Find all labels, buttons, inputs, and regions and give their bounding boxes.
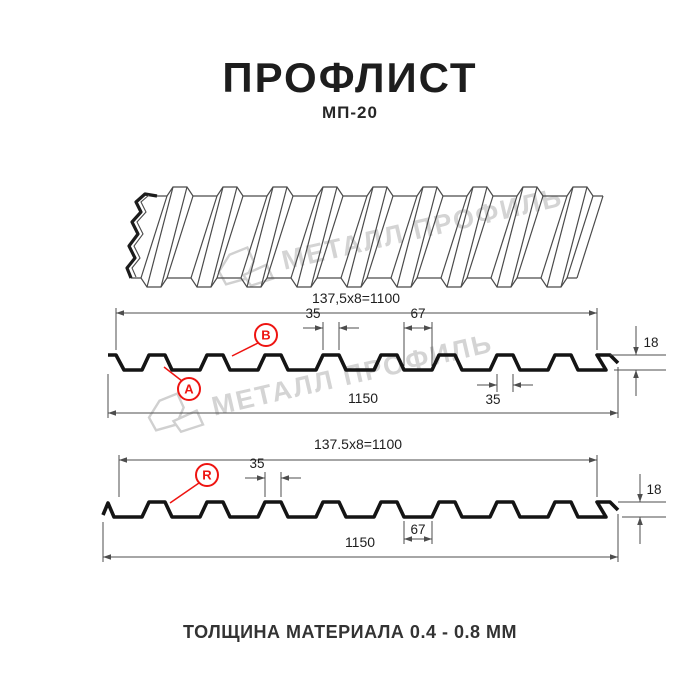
profile-cross-section xyxy=(108,353,620,372)
fold-line xyxy=(490,195,518,279)
fold-line xyxy=(540,195,568,279)
arrowhead xyxy=(103,554,111,560)
fold-line xyxy=(440,195,468,279)
dim-pitch-label: 137.5x8=1100 xyxy=(314,436,402,452)
dim-rib-width-bottom-label: 35 xyxy=(485,392,500,407)
profile-model-label: МП-20 xyxy=(322,103,378,122)
label-a-text: A xyxy=(184,382,194,397)
profiled-sheet-3d-view xyxy=(125,186,604,288)
label-a-leader xyxy=(163,366,183,382)
fold-line xyxy=(410,186,438,288)
cross-section-drawing-bottom: 137.5x8=1100 35 67 18 1150 R xyxy=(101,436,666,562)
dim-rib-width-label: 35 xyxy=(249,456,264,471)
fold-line xyxy=(316,195,344,279)
fold-line xyxy=(510,186,538,288)
fold-line xyxy=(160,186,188,288)
fold-line xyxy=(216,195,244,279)
fold-line xyxy=(346,186,374,288)
arrowhead xyxy=(633,370,639,378)
arrowhead xyxy=(108,410,116,416)
fold-line xyxy=(196,186,224,288)
fold-line xyxy=(496,186,524,288)
dim-height-label: 18 xyxy=(646,482,661,497)
label-b-circle xyxy=(254,323,278,347)
fold-line xyxy=(546,186,574,288)
arrowhead xyxy=(315,325,323,331)
dim-valley-width-label: 67 xyxy=(410,522,425,537)
dim-pitch-label: 137,5x8=1100 xyxy=(312,290,400,306)
fold-line xyxy=(560,186,588,288)
arrowhead xyxy=(610,554,618,560)
fold-line xyxy=(296,186,324,288)
fold-line xyxy=(396,186,424,288)
sheet-far-edge xyxy=(157,186,603,197)
fold-line xyxy=(290,195,318,279)
fold-line xyxy=(446,186,474,288)
fold-line xyxy=(266,195,294,279)
fold-line xyxy=(166,195,194,279)
arrowhead xyxy=(281,475,289,481)
label-a-circle xyxy=(177,377,201,401)
fold-line xyxy=(460,186,488,288)
page-title: ПРОФЛИСТ xyxy=(222,54,478,101)
fold-line xyxy=(566,195,594,279)
arrowhead xyxy=(489,382,497,388)
arrowhead xyxy=(633,347,639,355)
arrowhead xyxy=(339,325,347,331)
profile-cross-section xyxy=(101,500,620,519)
arrowhead xyxy=(116,310,124,316)
arrowhead xyxy=(610,410,618,416)
fold-line xyxy=(210,186,238,288)
dim-height-label: 18 xyxy=(643,335,658,350)
material-thickness-caption: ТОЛЩИНА МАТЕРИАЛА 0.4 - 0.8 ММ xyxy=(183,622,517,642)
fold-line xyxy=(360,186,388,288)
fold-line xyxy=(366,195,394,279)
dim-valley-width-label: 67 xyxy=(410,306,425,321)
fold-line xyxy=(516,195,544,279)
fold-line xyxy=(140,195,168,279)
fold-line xyxy=(310,186,338,288)
fold-line xyxy=(190,195,218,279)
arrowhead xyxy=(424,536,432,542)
label-r-circle xyxy=(195,463,219,487)
label-b-leader xyxy=(231,342,259,357)
sheet-right-edge xyxy=(576,195,604,279)
arrowhead xyxy=(589,457,597,463)
dim-overall-width-label: 1150 xyxy=(345,534,375,550)
fold-line xyxy=(466,195,494,279)
label-b-text: B xyxy=(261,328,270,343)
arrowhead xyxy=(424,325,432,331)
label-r-leader xyxy=(169,482,200,504)
fold-line xyxy=(416,195,444,279)
arrowhead xyxy=(257,475,265,481)
arrowhead xyxy=(119,457,127,463)
arrowhead xyxy=(404,325,412,331)
dim-rib-width-label: 35 xyxy=(305,306,320,321)
sheet-cut-edge-inner xyxy=(131,194,150,278)
arrowhead xyxy=(404,536,412,542)
fold-line xyxy=(146,186,174,288)
label-r-text: R xyxy=(202,468,212,483)
arrowhead xyxy=(589,310,597,316)
dim-overall-width-label: 1150 xyxy=(348,390,378,406)
sheet-cut-edge xyxy=(125,192,158,279)
arrowhead xyxy=(637,517,643,525)
fold-line xyxy=(240,195,268,279)
arrowhead xyxy=(637,494,643,502)
arrowhead xyxy=(513,382,521,388)
fold-line xyxy=(390,195,418,279)
sheet-near-edge xyxy=(131,277,577,288)
fold-line xyxy=(340,195,368,279)
